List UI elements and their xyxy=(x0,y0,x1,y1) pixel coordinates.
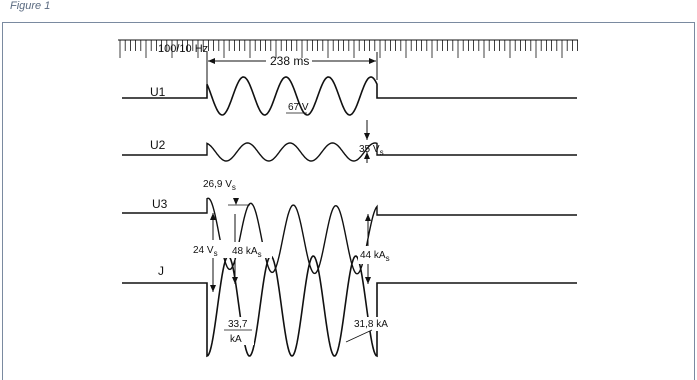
j-right-peak-label: 44 kAs xyxy=(360,250,390,263)
timebase-ticks xyxy=(119,40,578,58)
figure-caption: Figure 1 xyxy=(10,0,57,12)
j-right-span-arrowhead-top xyxy=(365,214,371,221)
channel-label-u1: U1 xyxy=(150,85,166,99)
u3-span-label-bg xyxy=(190,240,230,258)
frame-right-border xyxy=(694,22,695,380)
j-right-span-arrowhead xyxy=(365,277,371,284)
channel-label-u3: U3 xyxy=(152,197,168,211)
u3-span-label: 24 Vs xyxy=(193,245,218,258)
channel-label-j: J xyxy=(158,264,164,278)
u3-peak-arrowhead xyxy=(233,198,239,205)
u3-peak-label: 26,9 Vs xyxy=(203,179,236,192)
trace-u1 xyxy=(122,76,577,116)
j-rms-left-value: 33,7 xyxy=(228,319,248,330)
j-rms-left-bg xyxy=(224,317,254,345)
timebase-label: 100/10 Hz xyxy=(158,43,208,55)
trace-j xyxy=(122,255,577,358)
frame-top-border xyxy=(2,22,695,23)
duration-arrowhead-left xyxy=(208,58,215,64)
u3-span-arrowhead-top xyxy=(210,213,216,220)
j-right-label-bg xyxy=(358,246,404,264)
j-left-label-bg xyxy=(230,242,272,258)
u2-arrowhead-bottom xyxy=(364,152,370,159)
frame-left-border xyxy=(2,22,3,380)
duration-label: 238 ms xyxy=(270,54,309,68)
trace-u2 xyxy=(122,142,577,162)
trace-u3 xyxy=(122,197,577,275)
duration-arrowhead-right xyxy=(369,58,376,64)
j-left-peak-label: 48 kAs xyxy=(232,246,262,259)
channel-label-u2: U2 xyxy=(150,138,166,152)
u1-peak-label: 67 V xyxy=(288,102,309,113)
j-left-span-arrowhead xyxy=(232,277,238,284)
j-rms-right-bg xyxy=(352,317,400,331)
u3-span-arrowhead-bottom xyxy=(210,285,216,292)
j-rms-right-leader xyxy=(345,329,373,343)
j-rms-left-unit: kA xyxy=(230,334,242,345)
j-rms-right-value: 31,8 kA xyxy=(354,319,388,330)
u2-peak-label: 35 Vs xyxy=(359,144,384,157)
u2-arrowhead-top xyxy=(364,133,370,140)
